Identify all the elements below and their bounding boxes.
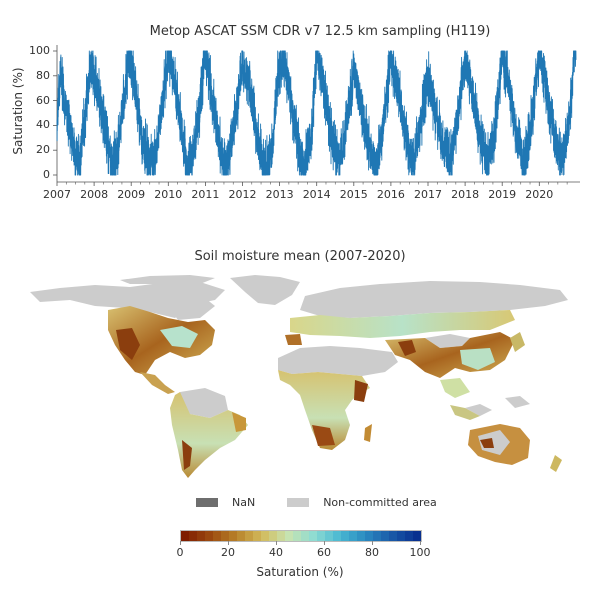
colorbar-tick-label: 60 — [317, 546, 331, 559]
colorbar-segment — [277, 531, 285, 541]
colorbar-segment — [333, 531, 341, 541]
colorbar-segment — [189, 531, 197, 541]
colorbar-segment — [269, 531, 277, 541]
colorbar-tick-label: 40 — [269, 546, 283, 559]
legend-swatch-nan — [196, 498, 218, 507]
colorbar-segment — [245, 531, 253, 541]
y-tick-label: 20 — [36, 143, 50, 157]
colorbar-segment — [213, 531, 221, 541]
timeseries-line — [56, 50, 577, 176]
colorbar-segment — [293, 531, 301, 541]
colorbar-segment — [357, 531, 365, 541]
colorbar-segment — [381, 531, 389, 541]
colorbar-segment — [197, 531, 205, 541]
x-tick-label: 2013 — [265, 188, 294, 201]
x-tick-label: 2008 — [80, 188, 109, 201]
x-tick-label: 2011 — [191, 188, 220, 201]
colorbar-tick — [324, 541, 325, 545]
colorbar-segment — [261, 531, 269, 541]
committed-soil-moisture — [108, 306, 562, 478]
y-tick-label: 0 — [43, 168, 50, 181]
colorbar-segment — [349, 531, 357, 541]
colorbar-segment — [285, 531, 293, 541]
colorbar-segment — [413, 531, 421, 541]
colorbar-segment — [341, 531, 349, 541]
colorbar-segment — [397, 531, 405, 541]
colorbar-segment — [325, 531, 333, 541]
colorbar-tick-label: 0 — [176, 546, 184, 559]
colorbar-segment — [373, 531, 381, 541]
colorbar-segment — [253, 531, 261, 541]
colorbar-segment — [229, 531, 237, 541]
x-tick-label: 2014 — [302, 188, 331, 201]
colorbar-tick-label: 100 — [409, 546, 431, 559]
colorbar-segment — [301, 531, 309, 541]
x-tick-label: 2009 — [117, 188, 146, 201]
y-tick-label: 60 — [36, 93, 50, 107]
colorbar-tick — [276, 541, 277, 545]
x-tick-label: 2010 — [154, 188, 183, 201]
legend-item-nan: NaN — [196, 496, 255, 509]
colorbar-segment — [309, 531, 317, 541]
legend-label-nan: NaN — [232, 496, 256, 509]
colorbar-segment — [237, 531, 245, 541]
x-tick-label: 2007 — [43, 188, 71, 201]
legend-item-non-committed: Non-committed area — [287, 496, 437, 509]
colorbar-segment — [405, 531, 413, 541]
x-tick-label: 2012 — [228, 188, 257, 201]
colorbar-tick-label: 80 — [365, 546, 379, 559]
x-tick-label: 2020 — [525, 188, 554, 201]
colorbar-tick — [180, 541, 181, 545]
legend-swatch-non-committed — [287, 498, 310, 507]
x-tick-label: 2018 — [451, 188, 480, 201]
y-tick-label: 100 — [29, 44, 50, 57]
colorbar-segment — [317, 531, 325, 541]
x-tick-label: 2016 — [376, 188, 405, 201]
x-tick-label: 2017 — [414, 188, 442, 201]
legend-label-non-committed: Non-committed area — [323, 496, 437, 509]
colorbar-label: Saturation (%) — [256, 565, 344, 579]
x-tick-label: 2019 — [488, 188, 517, 201]
colorbar-tick-label: 20 — [221, 546, 235, 559]
colorbar-tick — [420, 541, 421, 545]
timeseries-axes — [53, 45, 580, 186]
map-legend: NaN Non-committed area — [196, 496, 437, 509]
colorbar-segment — [389, 531, 397, 541]
colorbar-segment — [181, 531, 189, 541]
colorbar-tick — [372, 541, 373, 545]
colorbar-segment — [221, 531, 229, 541]
colorbar-tick — [228, 541, 229, 545]
y-tick-label: 40 — [36, 118, 50, 132]
colorbar-segment — [205, 531, 213, 541]
x-tick-label: 2015 — [339, 188, 368, 201]
colorbar-segment — [365, 531, 373, 541]
colorbar — [180, 530, 422, 542]
map-title: Soil moisture mean (2007-2020) — [194, 249, 406, 264]
non-committed-area — [30, 275, 568, 455]
timeseries-title: Metop ASCAT SSM CDR v7 12.5 km sampling … — [149, 24, 491, 39]
y-tick-label: 80 — [36, 68, 50, 82]
